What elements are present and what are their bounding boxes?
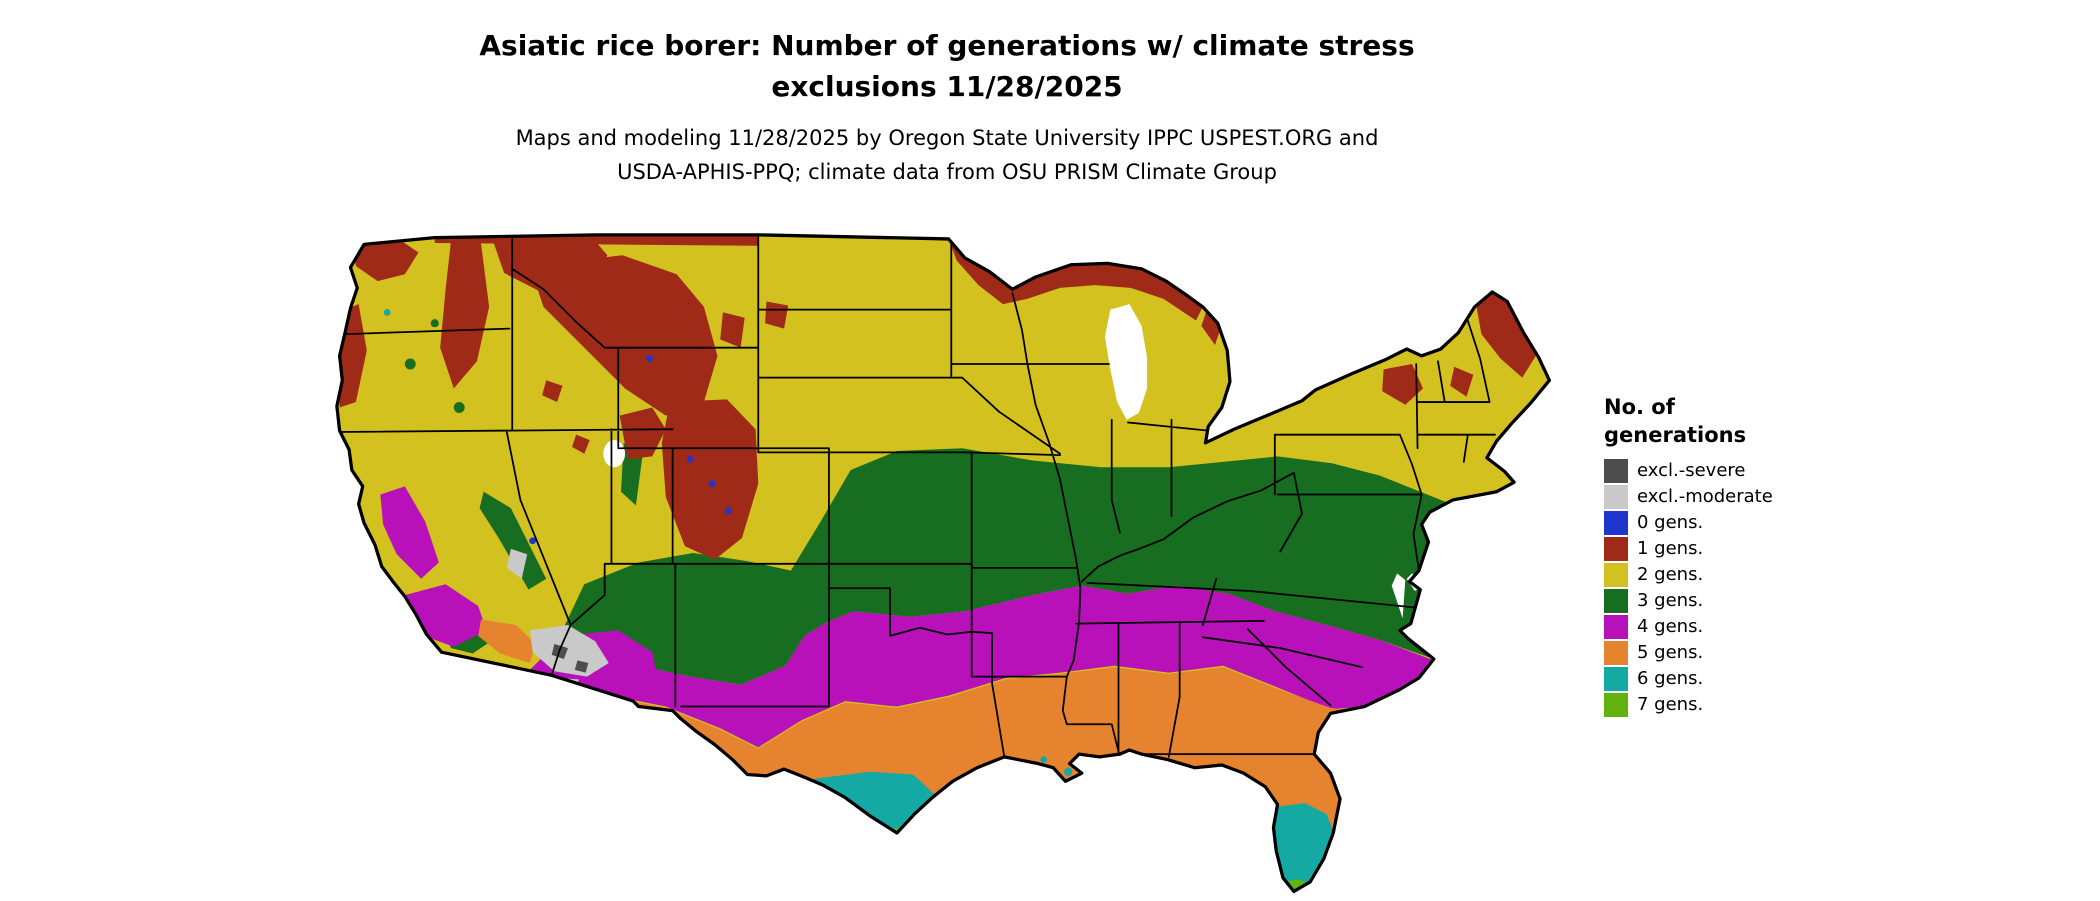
legend-item: excl.-severe: [1604, 458, 1864, 484]
legend-item-label: excl.-severe: [1637, 460, 1746, 482]
legend-item-label: excl.-moderate: [1637, 486, 1773, 508]
us-map-svg: [335, 233, 1552, 894]
legend: No. of generations excl.-severe excl.-mod…: [1604, 393, 1864, 718]
legend-item: 1 gens.: [1604, 536, 1864, 562]
legend-swatch-g5: [1604, 640, 1628, 665]
legend-swatch-g2: [1604, 562, 1628, 587]
legend-swatch-g3: [1604, 588, 1628, 613]
lake-michigan: [1104, 304, 1148, 420]
figure-title-line1: Asiatic rice borer: Number of generation…: [479, 29, 1415, 62]
great-salt-lake: [603, 440, 626, 468]
legend-item-label: 4 gens.: [1637, 616, 1704, 638]
legend-item-label: 2 gens.: [1637, 564, 1704, 586]
legend-swatch-g4: [1604, 614, 1628, 639]
legend-title: No. of generations: [1604, 393, 1864, 450]
legend-item-label: 1 gens.: [1637, 538, 1704, 560]
legend-item-label: 6 gens.: [1637, 668, 1704, 690]
legend-item: 2 gens.: [1604, 562, 1864, 588]
legend-item: 6 gens.: [1604, 666, 1864, 692]
figure-subtitle-line2: USDA-APHIS-PPQ; climate data from OSU PR…: [617, 159, 1277, 184]
figure-subtitle: Maps and modeling 11/28/2025 by Oregon S…: [0, 122, 1894, 189]
legend-item-label: 7 gens.: [1637, 694, 1704, 716]
legend-item: 3 gens.: [1604, 588, 1864, 614]
region-0gens: [529, 355, 732, 545]
legend-swatch-excl_moderate: [1604, 484, 1628, 509]
legend-item-label: 0 gens.: [1637, 512, 1704, 534]
region-7gens: [892, 827, 1313, 892]
legend-swatch-g7: [1604, 692, 1628, 717]
legend-item: 4 gens.: [1604, 614, 1864, 640]
state-borders: [336, 234, 1496, 758]
legend-swatch-g1: [1604, 536, 1628, 561]
legend-item-label: 3 gens.: [1637, 590, 1704, 612]
legend-title-line2: generations: [1604, 423, 1747, 448]
us-outline: [335, 233, 1552, 894]
us-generations-map: [326, 228, 1563, 901]
legend-swatch-excl_severe: [1604, 458, 1628, 483]
legend-item: excl.-moderate: [1604, 484, 1864, 510]
legend-title-line1: No. of: [1604, 395, 1675, 419]
figure-title: Asiatic rice borer: Number of generation…: [0, 26, 1894, 107]
region-6gens: [383, 308, 1336, 891]
legend-swatch-g0: [1604, 510, 1628, 535]
legend-swatch-g6: [1604, 666, 1628, 691]
figure-subtitle-line1: Maps and modeling 11/28/2025 by Oregon S…: [515, 126, 1379, 150]
legend-item: 0 gens.: [1604, 510, 1864, 536]
figure-title-line2: exclusions 11/28/2025: [771, 69, 1123, 103]
legend-item: 5 gens.: [1604, 640, 1864, 666]
legend-item-label: 5 gens.: [1637, 642, 1704, 664]
legend-item: 7 gens.: [1604, 692, 1864, 718]
legend-items: excl.-severe excl.-moderate 0 gens. 1 gens.…: [1604, 458, 1864, 718]
